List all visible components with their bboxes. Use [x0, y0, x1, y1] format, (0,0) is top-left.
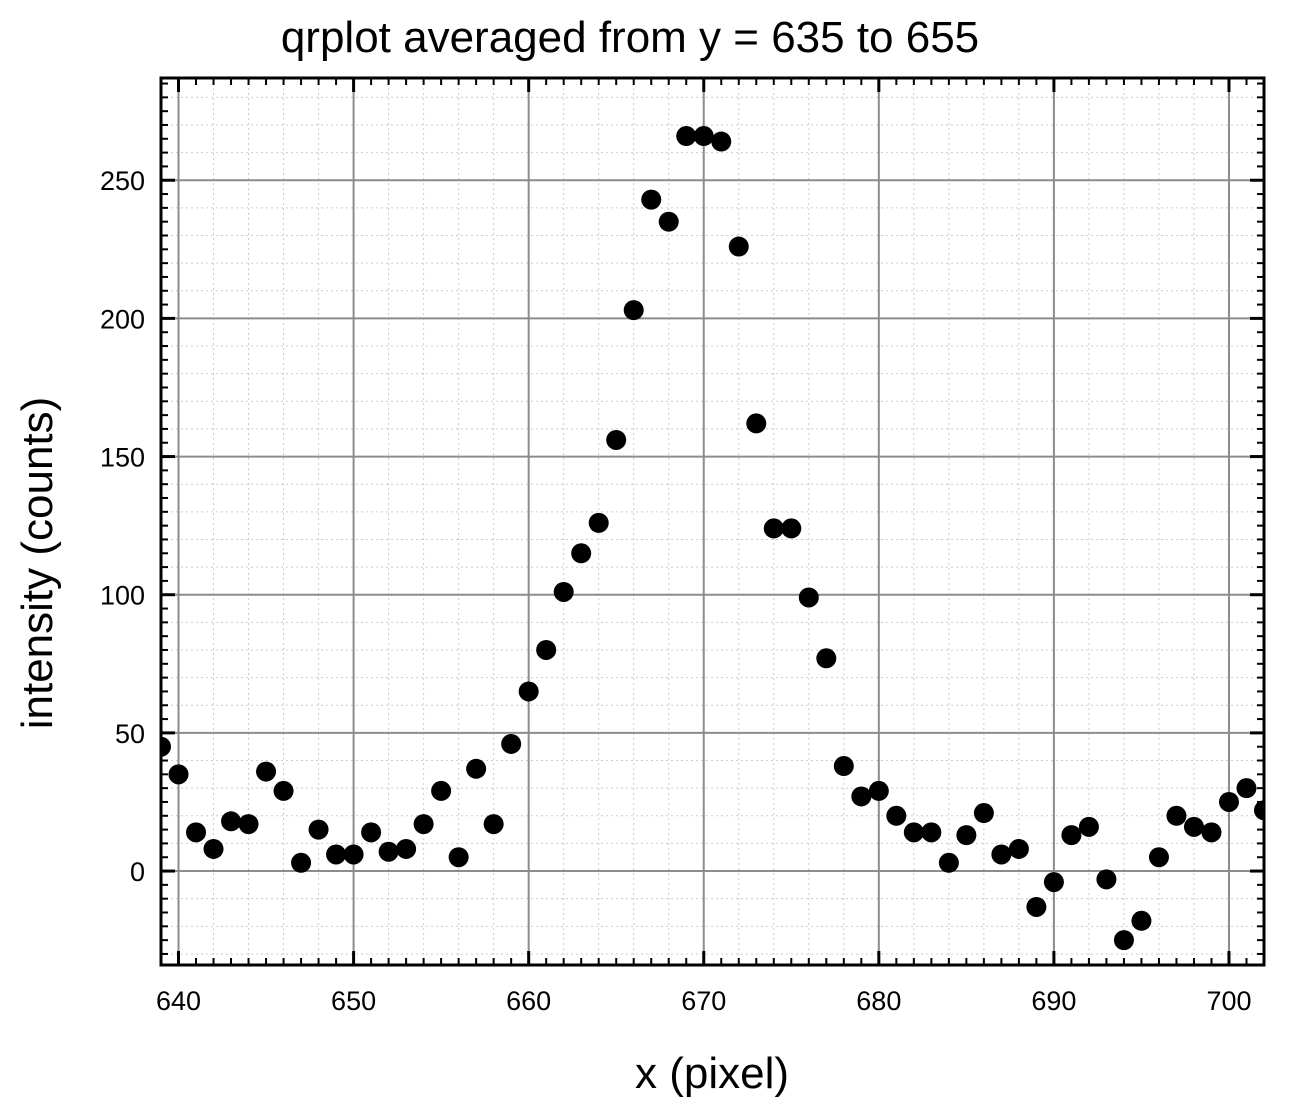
- data-point: [203, 838, 224, 859]
- data-point: [641, 189, 662, 210]
- data-point: [308, 819, 329, 840]
- data-point: [606, 429, 627, 450]
- y-tick-label: 200: [100, 304, 145, 334]
- x-tick-labels: 640 650 660 670 680 690 700: [156, 986, 1252, 1016]
- data-point: [501, 733, 522, 754]
- y-tick-label: 0: [130, 857, 145, 887]
- data-point: [973, 803, 994, 824]
- y-tick-label: 250: [100, 166, 145, 196]
- data-point: [238, 814, 259, 835]
- data-point: [991, 844, 1012, 865]
- plot-frame: [159, 76, 1266, 967]
- y-tick-label: 100: [100, 581, 145, 611]
- data-point: [1131, 910, 1152, 931]
- data-point: [833, 756, 854, 777]
- data-point: [816, 648, 837, 669]
- y-tick-labels: 0 50 100 150 200 250: [100, 166, 145, 887]
- data-point: [1166, 805, 1187, 826]
- minor-grid: [161, 78, 1265, 965]
- data-point: [396, 838, 417, 859]
- data-point: [221, 811, 242, 832]
- data-point: [938, 852, 959, 873]
- y-tick-label: 50: [115, 719, 145, 749]
- y-axis-label: intensity (counts): [13, 397, 62, 730]
- x-axis-label: x (pixel): [635, 1049, 789, 1098]
- data-point: [291, 852, 312, 873]
- data-point: [1096, 869, 1117, 890]
- data-point: [763, 518, 784, 539]
- data-point: [868, 780, 889, 801]
- data-point: [571, 543, 592, 564]
- data-point: [413, 814, 434, 835]
- data-point: [256, 761, 277, 782]
- data-point: [623, 300, 644, 321]
- data-point: [658, 211, 679, 232]
- data-point: [161, 736, 171, 757]
- x-tick-label: 670: [681, 986, 726, 1016]
- data-point: [798, 587, 819, 608]
- data-point: [1026, 896, 1047, 917]
- data-point: [746, 413, 767, 434]
- data-point: [273, 780, 294, 801]
- data-point: [1183, 816, 1204, 837]
- data-point: [448, 847, 469, 868]
- data-point: [553, 581, 574, 602]
- data-point: [1201, 822, 1222, 843]
- data-point: [343, 844, 364, 865]
- chart-title: qrplot averaged from y = 635 to 655: [281, 13, 979, 62]
- data-point: [168, 764, 189, 785]
- data-point: [921, 822, 942, 843]
- data-point: [1254, 800, 1264, 821]
- data-point: [361, 822, 382, 843]
- data-point: [1113, 930, 1134, 951]
- data-point: [1078, 816, 1099, 837]
- data-point: [851, 786, 872, 807]
- data-point: [1236, 778, 1257, 799]
- data-point: [326, 844, 347, 865]
- data-point: [536, 639, 557, 660]
- data-point: [956, 825, 977, 846]
- data-point: [1008, 838, 1029, 859]
- x-tick-label: 640: [156, 986, 201, 1016]
- data-point: [483, 814, 504, 835]
- x-tick-label: 700: [1206, 986, 1251, 1016]
- x-tick-label: 650: [331, 986, 376, 1016]
- data-point: [1148, 847, 1169, 868]
- y-tick-label: 150: [100, 443, 145, 473]
- data-point: [518, 681, 539, 702]
- data-point: [728, 236, 749, 257]
- data-points: [161, 126, 1264, 951]
- data-point: [886, 805, 907, 826]
- data-point: [903, 822, 924, 843]
- x-tick-label: 680: [856, 986, 901, 1016]
- data-point: [186, 822, 207, 843]
- data-point: [588, 512, 609, 533]
- data-point: [1043, 872, 1064, 893]
- major-grid: [161, 78, 1264, 965]
- data-point: [466, 758, 487, 779]
- x-tick-label: 660: [506, 986, 551, 1016]
- data-point: [1218, 791, 1239, 812]
- data-point: [781, 518, 802, 539]
- data-point: [711, 131, 732, 152]
- x-tick-label: 690: [1031, 986, 1076, 1016]
- data-point: [693, 126, 714, 147]
- data-point: [676, 126, 697, 147]
- data-point: [1061, 825, 1082, 846]
- data-point: [431, 780, 452, 801]
- data-point: [378, 841, 399, 862]
